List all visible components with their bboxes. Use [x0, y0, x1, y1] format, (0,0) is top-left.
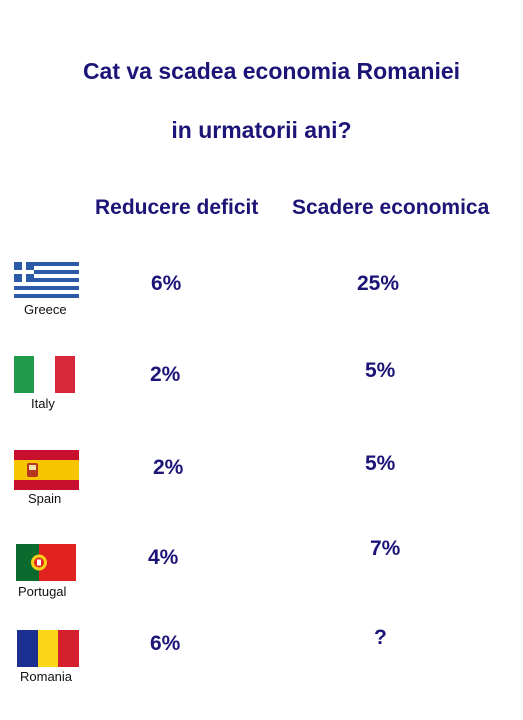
economy-value-portugal: 7% [370, 537, 401, 560]
economy-value-greece: 25% [357, 272, 400, 295]
portugal-flag-icon [16, 544, 76, 581]
title-line-1: Cat va scadea economia Romaniei [82, 58, 461, 84]
country-label-romania: Romania [20, 669, 73, 684]
country-label-portugal: Portugal [18, 584, 67, 599]
romania-flag-icon [17, 630, 79, 667]
country-label-greece: Greece [24, 302, 67, 317]
deficit-value-italy: 2% [150, 363, 181, 386]
economy-value-spain: 5% [365, 452, 396, 475]
column-header-economy: Scadere economica [292, 196, 490, 219]
country-label-italy: Italy [31, 396, 55, 411]
spain-flag-icon [14, 450, 79, 490]
deficit-value-romania: 6% [150, 632, 181, 655]
column-header-deficit: Reducere deficit [95, 196, 259, 219]
economy-value-romania: ? [374, 626, 387, 649]
greece-flag-icon [14, 262, 79, 298]
deficit-value-portugal: 4% [148, 546, 179, 569]
italy-flag-icon [14, 356, 75, 393]
economy-value-italy: 5% [365, 359, 396, 382]
deficit-value-spain: 2% [153, 456, 184, 479]
country-label-spain: Spain [28, 491, 62, 506]
title-line-2: in urmatorii ani? [171, 117, 352, 143]
deficit-value-greece: 6% [151, 272, 182, 295]
